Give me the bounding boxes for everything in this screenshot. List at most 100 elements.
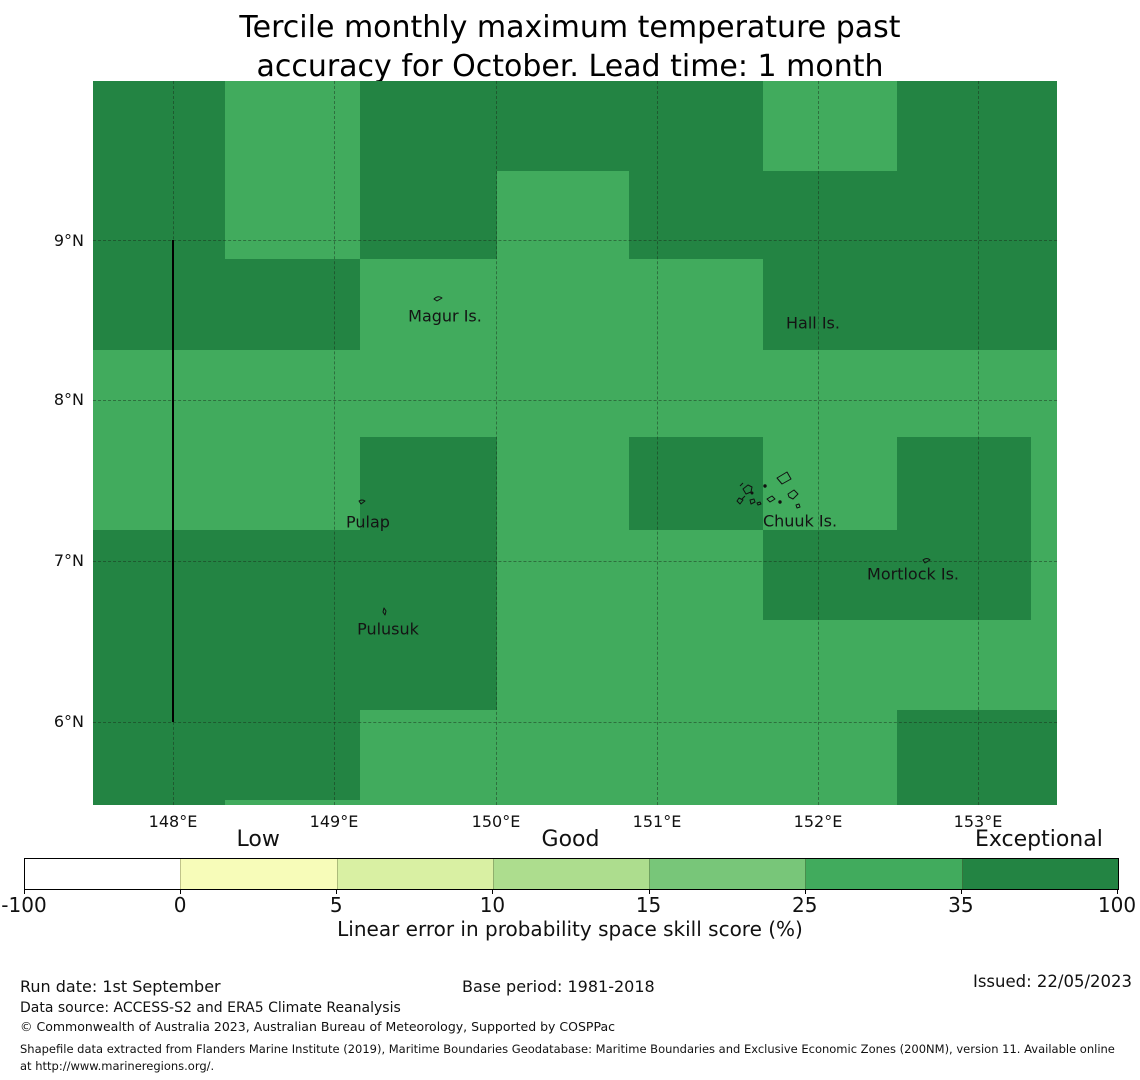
colorbar-tick-label: 35 [948,893,974,917]
x-tick-label: 151°E [632,812,682,831]
grid-cell-dark [93,81,225,171]
grid-cell-dark [225,259,360,350]
y-tick-label: 8°N [53,390,84,409]
grid-cell-dark [93,530,225,620]
grid-cell-dark [897,800,1031,805]
island-label: Pulap [346,512,390,532]
colorbar-tick [492,889,494,894]
x-tick-label: 148°E [148,812,198,831]
colorbar-tick [960,889,962,894]
grid-cell-dark [225,530,360,620]
chart-title-line2: accuracy for October. Lead time: 1 month [256,49,884,84]
colorbar-class-label: Good [541,827,600,852]
grid-cell-dark [497,81,629,171]
footer-copyright: © Commonwealth of Australia 2023, Austra… [20,1019,615,1034]
colorbar-segment [336,859,493,889]
footer-issued-date: Issued: 22/05/2023 [972,972,1132,991]
colorbar-tick [648,889,650,894]
grid-cell-dark [763,530,897,620]
colorbar-tick [1117,889,1118,894]
latitude-gridline [93,561,1057,562]
footer-base-period: Base period: 1981-2018 [462,977,655,996]
grid-cell-dark [897,81,1031,171]
grid-cell-dark [360,437,497,530]
grid-cell-dark [93,171,225,259]
latitude-gridline [93,400,1057,401]
footer-run-date: Run date: 1st September [20,977,221,996]
x-tick-label: 153°E [953,812,1003,831]
chuuk-islet [776,471,792,485]
colorbar-tick [804,889,806,894]
chuuk-islet [795,503,801,509]
colorbar: Linear error in probability space skill … [0,825,1140,965]
grid-cell-dark [360,171,497,259]
x-tick-label: 149°E [309,812,359,831]
grid-cell-dark [93,710,225,800]
colorbar-tick-label: -100 [1,893,47,917]
colorbar-segment [649,859,806,889]
chuuk-islet [787,489,799,500]
colorbar-bar [24,858,1119,890]
y-tick-label: 6°N [53,712,84,731]
latitude-gridline [93,722,1057,723]
longitude-gridline [496,81,497,805]
colorbar-class-label: Low [236,827,280,852]
x-axis: 148°E 149°E 150°E 151°E 152°E 153°E [0,812,1140,834]
grid-cell-dark [1031,710,1057,800]
grid-cell-dark [897,171,1031,259]
grid-cell-dark [629,171,763,259]
grid-cell-dark [1031,800,1057,805]
grid-cell-dark [897,530,1031,620]
colorbar-class-label: Exceptional [974,827,1103,852]
island-label: Mortlock Is. [867,564,959,584]
chart-title: Tercile monthly maximum temperature past… [0,8,1140,86]
grid-cell-dark [360,81,497,171]
colorbar-segment [180,859,337,889]
grid-cell-dark [360,620,497,710]
grid-cell-dark [897,259,1031,350]
colorbar-tick-label: 5 [329,893,343,917]
grid-cell-dark [360,530,497,620]
colorbar-tick [180,889,182,894]
island-label: Magur Is. [408,306,482,326]
grid-cell-dark [629,81,763,171]
grid-cell-dark [93,800,225,805]
x-tick-label: 152°E [793,812,843,831]
colorbar-segment [25,859,181,889]
colorbar-tick-label: 25 [791,893,818,917]
latitude-gridline [93,240,1057,241]
colorbar-tick-label: 100 [1097,893,1137,917]
grid-cell-dark [629,437,763,530]
grid-cell-dark [763,171,897,259]
footer-data-source: Data source: ACCESS-S2 and ERA5 Climate … [20,1000,401,1016]
grid-cell-dark [897,437,1031,530]
grid-cell-dark [93,259,225,350]
colorbar-axis-label: Linear error in probability space skill … [337,917,803,941]
longitude-gridline [978,81,979,805]
colorbar-segment [961,859,1118,889]
grid-cell-dark [93,620,225,710]
y-tick-label: 9°N [53,231,84,250]
y-axis: 9°N 8°N 7°N 6°N [0,0,84,820]
island-label: Hall Is. [786,313,840,333]
longitude-gridline [334,81,335,805]
grid-cell-dark [1031,259,1057,350]
island-label: Chuuk Is. [762,511,838,531]
chuuk-islet [778,500,782,504]
colorbar-segment [805,859,962,889]
colorbar-tick-label: 15 [635,893,662,917]
y-tick-label: 7°N [53,551,84,570]
map-canvas: Magur Is. Hall Is. Pulap Chuuk Is. Mortlock … [93,81,1057,805]
colorbar-tick-label: 10 [479,893,506,917]
grid-cell-dark [763,259,897,350]
grid-cell-dark [225,620,360,710]
grid-cell-dark [1031,81,1057,171]
longitude-gridline [818,81,819,805]
eez-boundary-line [172,240,174,722]
island-label: Pulusuk [357,619,419,639]
colorbar-tick-label: 0 [173,893,187,917]
grid-cell-dark [1031,171,1057,259]
chart-title-line1: Tercile monthly maximum temperature past [239,10,901,45]
footer-shapefile-note: Shapefile data extracted from Flanders M… [20,1042,1115,1073]
